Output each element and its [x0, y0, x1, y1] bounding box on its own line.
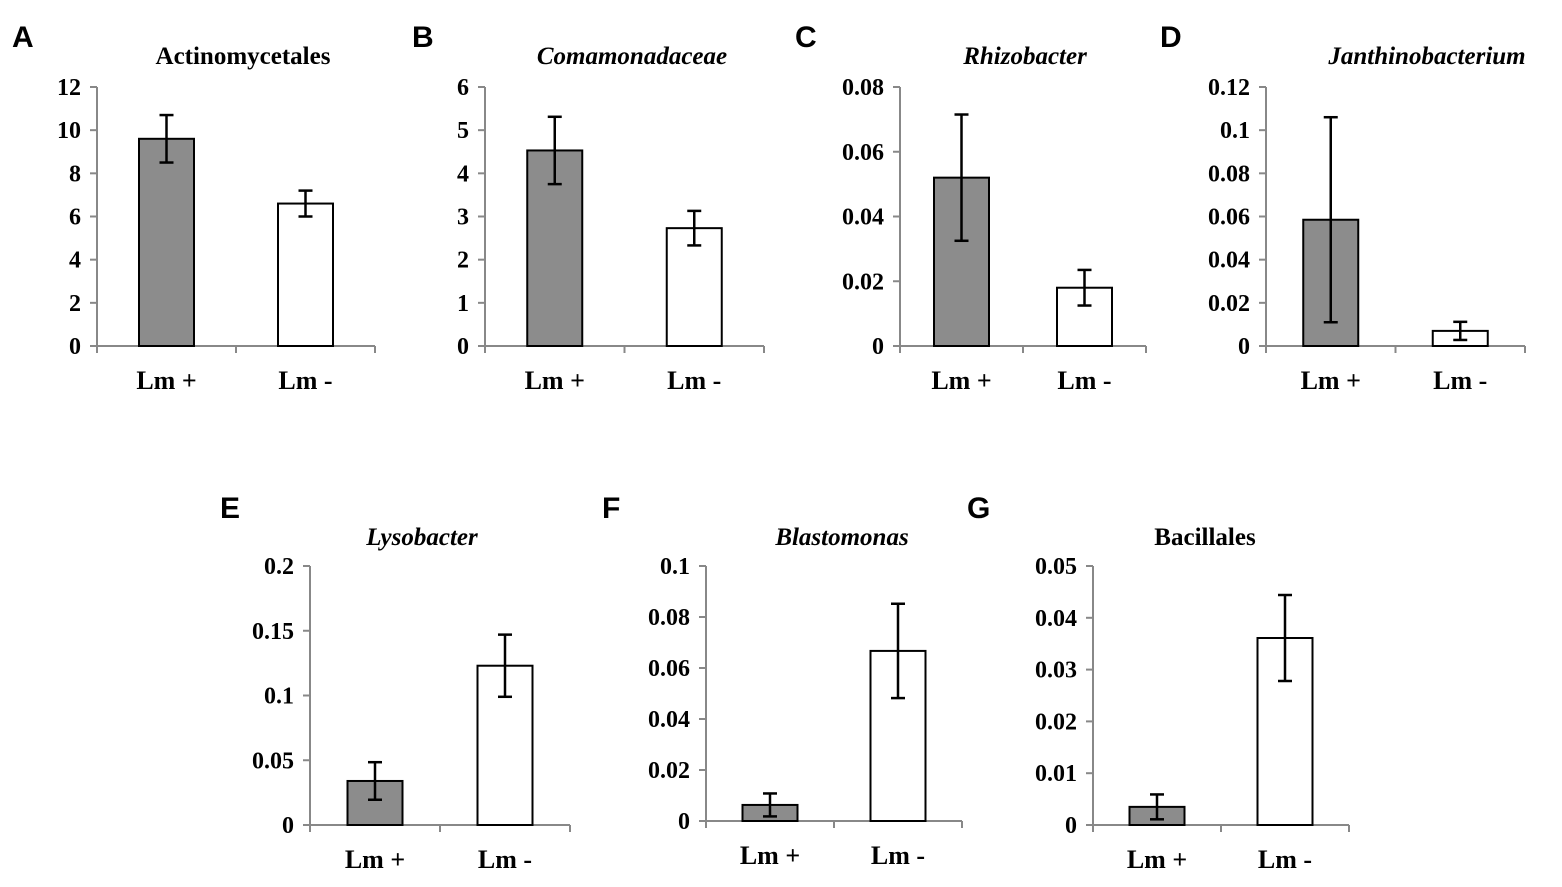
- y-tick-label-b: 4: [457, 161, 469, 187]
- chart-panel-d: D Janthinobacterium 0 0.02 0.04 0.06 0.08 0.1 0.…: [1160, 21, 1526, 395]
- y-tick-label-d: 0: [1238, 334, 1250, 360]
- y-tick-label-c: 0.08: [842, 75, 884, 101]
- y-tick-label-g: 0: [1065, 813, 1077, 839]
- panel-letter-e: E: [220, 492, 240, 525]
- panel-letter-g: G: [967, 492, 990, 525]
- x-category-label-f-lm-minus: Lm -: [871, 841, 925, 870]
- y-tick-label-f: 0.06: [648, 656, 690, 682]
- chart-title-f: Blastomonas: [774, 524, 908, 551]
- y-tick-label-g: 0.04: [1035, 606, 1077, 632]
- y-tick-label-d: 0.08: [1208, 161, 1250, 187]
- y-tick-label-d: 0.06: [1208, 205, 1250, 231]
- y-tick-label-b: 5: [457, 118, 469, 144]
- y-tick-label-f: 0.1: [660, 554, 690, 580]
- x-category-label-c-lm-minus: Lm -: [1057, 366, 1111, 395]
- chart-panel-g: G Bacillales 0 0.01 0.02 0.03 0.04 0.05 Lm + Lm -: [967, 492, 1350, 874]
- panel-letter-d: D: [1160, 21, 1182, 54]
- x-category-label-a-lm-minus: Lm -: [278, 366, 332, 395]
- y-tick-label-d: 0.12: [1208, 75, 1250, 101]
- bar-b-lm-minus: [665, 227, 723, 347]
- chart-title-g: Bacillales: [1154, 524, 1256, 551]
- y-tick-label-b: 3: [457, 205, 469, 231]
- x-category-label-a-lm-plus: Lm +: [136, 366, 196, 395]
- y-tick-label-e: 0.05: [252, 748, 294, 774]
- y-tick-label-f: 0: [678, 809, 690, 835]
- y-tick-label-a: 0: [69, 334, 81, 360]
- x-category-label-e-lm-minus: Lm -: [478, 845, 532, 874]
- bar-a-lm-plus: [138, 137, 195, 347]
- y-tick-label-g: 0.01: [1035, 761, 1077, 787]
- x-category-label-g-lm-minus: Lm -: [1258, 845, 1312, 874]
- y-tick-label-b: 6: [457, 75, 469, 101]
- y-tick-label-b: 2: [457, 248, 469, 274]
- y-tick-label-e: 0.15: [252, 619, 294, 645]
- chart-panel-f: F Blastomonas 0 0.02 0.04 0.06 0.08 0.1 Lm + Lm -: [602, 492, 963, 870]
- chart-panel-b: B Comamonadaceae 0 1 2 3 4 5 6 Lm + Lm -: [412, 21, 765, 395]
- y-tick-label-a: 8: [69, 161, 81, 187]
- panel-letter-c: C: [795, 21, 817, 54]
- x-category-label-b-lm-plus: Lm +: [525, 366, 585, 395]
- y-tick-label-f: 0.04: [648, 707, 690, 733]
- panel-letter-b: B: [412, 21, 434, 54]
- chart-title-a: Actinomycetales: [156, 43, 331, 70]
- chart-title-b: Comamonadaceae: [537, 43, 727, 70]
- y-tick-label-a: 6: [69, 205, 81, 231]
- x-category-label-b-lm-minus: Lm -: [667, 366, 721, 395]
- y-tick-label-a: 12: [57, 75, 81, 101]
- y-tick-label-b: 1: [457, 291, 469, 317]
- x-category-label-d-lm-plus: Lm +: [1301, 366, 1361, 395]
- y-tick-label-a: 4: [69, 248, 81, 274]
- x-category-label-c-lm-plus: Lm +: [931, 366, 991, 395]
- y-tick-label-f: 0.08: [648, 605, 690, 631]
- x-category-label-e-lm-plus: Lm +: [345, 845, 405, 874]
- y-tick-label-e: 0: [282, 813, 294, 839]
- chart-title-e: Lysobacter: [365, 524, 478, 551]
- y-tick-label-g: 0.05: [1035, 554, 1077, 580]
- y-tick-label-f: 0.02: [648, 758, 690, 784]
- y-tick-label-e: 0.1: [264, 684, 294, 710]
- y-tick-label-c: 0.06: [842, 140, 884, 166]
- panel-letter-a: A: [12, 21, 34, 54]
- y-tick-label-e: 0.2: [264, 554, 294, 580]
- chart-panel-a: A Actinomycetales 0 2 4 6 8 10 12 Lm + Lm -: [12, 21, 376, 395]
- y-tick-label-c: 0.02: [842, 269, 884, 295]
- panel-letter-f: F: [602, 492, 620, 525]
- chart-panel-c: C Rhizobacter 0 0.02 0.04 0.06 0.08 Lm + Lm -: [795, 21, 1147, 395]
- y-tick-label-c: 0: [872, 334, 884, 360]
- y-tick-label-g: 0.02: [1035, 709, 1077, 735]
- y-tick-label-d: 0.04: [1208, 248, 1250, 274]
- chart-panel-e: E Lysobacter 0 0.05 0.1 0.15 0.2 Lm + Lm -: [220, 492, 571, 874]
- y-tick-label-d: 0.1: [1220, 118, 1250, 144]
- chart-title-d: Janthinobacterium: [1327, 43, 1525, 70]
- y-tick-label-a: 10: [57, 118, 81, 144]
- x-category-label-f-lm-plus: Lm +: [740, 841, 800, 870]
- chart-title-c: Rhizobacter: [962, 43, 1087, 70]
- x-category-label-d-lm-minus: Lm -: [1433, 366, 1487, 395]
- y-tick-label-a: 2: [69, 291, 81, 317]
- y-tick-label-b: 0: [457, 334, 469, 360]
- y-tick-label-d: 0.02: [1208, 291, 1250, 317]
- bar-a-lm-minus: [277, 202, 334, 347]
- y-tick-label-c: 0.04: [842, 205, 884, 231]
- x-category-label-g-lm-plus: Lm +: [1127, 845, 1187, 874]
- y-tick-label-g: 0.03: [1035, 658, 1077, 684]
